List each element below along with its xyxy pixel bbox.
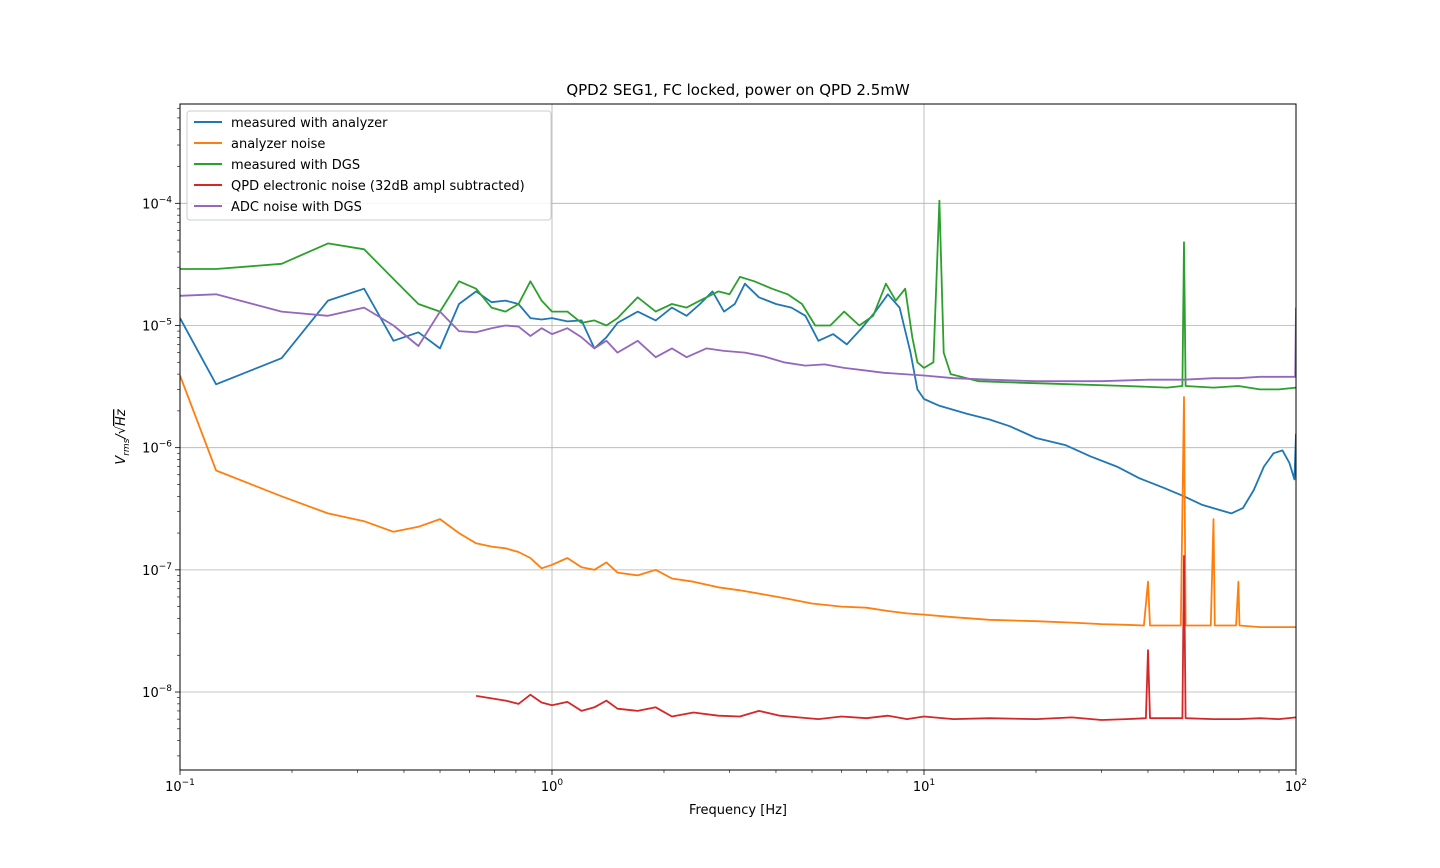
y-tick-label-exponent: −8: [159, 684, 173, 694]
y-tick-label-exponent: −5: [159, 317, 172, 327]
y-tick-label-base: 10: [142, 442, 159, 457]
x-tick-label-base: 10: [913, 780, 930, 795]
x-tick-label-base: 10: [541, 780, 558, 795]
y-tick-label-exponent: −7: [159, 562, 172, 572]
legend-entry-label: analyzer noise: [231, 137, 325, 152]
y-tick-label-base: 10: [142, 197, 159, 212]
x-tick-label: 100: [541, 778, 564, 795]
plot-frame: [179, 103, 1297, 771]
y-tick-label: 10−7: [142, 562, 172, 579]
y-tick-label-base: 10: [142, 564, 159, 579]
series-line-4: [475, 555, 1296, 721]
legend-entry-label: QPD electronic noise (32dB ampl subtract…: [231, 179, 525, 194]
series-line-5: [180, 293, 1296, 383]
x-tick-label-exponent: −1: [182, 778, 195, 788]
series-line-3: [180, 199, 1296, 391]
y-tick-label: 10−4: [142, 195, 172, 212]
legend-entry-label: measured with DGS: [231, 158, 360, 173]
x-tick-label-base: 10: [1285, 780, 1302, 795]
y-tick-label-base: 10: [142, 319, 159, 334]
legend-frame: [186, 110, 552, 221]
y-tick-label: 10−5: [142, 317, 172, 334]
series-line-1: [180, 282, 1296, 515]
y-tick-label-exponent: −4: [159, 195, 173, 205]
x-tick-label-exponent: 2: [1301, 778, 1307, 788]
series-line-2: [180, 375, 1296, 628]
y-tick-label-base: 10: [142, 686, 159, 701]
x-tick-label: 102: [1285, 778, 1307, 795]
x-tick-label-base: 10: [165, 780, 182, 795]
x-tick-label: 10−1: [165, 778, 195, 795]
y-tick-label: 10−6: [142, 440, 172, 457]
legend-entry-label: measured with analyzer: [231, 116, 388, 131]
legend: measured with analyzer analyzer noise meas…: [186, 110, 552, 221]
y-axis-label: Vrms/√Hz: [114, 408, 132, 465]
x-tick-label-exponent: 0: [557, 778, 563, 788]
y-axis-label-text: Vrms/√Hz: [114, 408, 132, 465]
series-layer: [180, 199, 1296, 721]
y-tick-label: 10−8: [142, 684, 172, 701]
x-tick-label-exponent: 1: [929, 778, 935, 788]
chart-title: QPD2 SEG1, FC locked, power on QPD 2.5mW: [566, 81, 910, 99]
y-tick-label-exponent: −6: [159, 440, 173, 450]
x-axis-label: Frequency [Hz]: [689, 803, 787, 818]
legend-entry-label: ADC noise with DGS: [231, 200, 362, 215]
x-tick-label: 101: [913, 778, 935, 795]
